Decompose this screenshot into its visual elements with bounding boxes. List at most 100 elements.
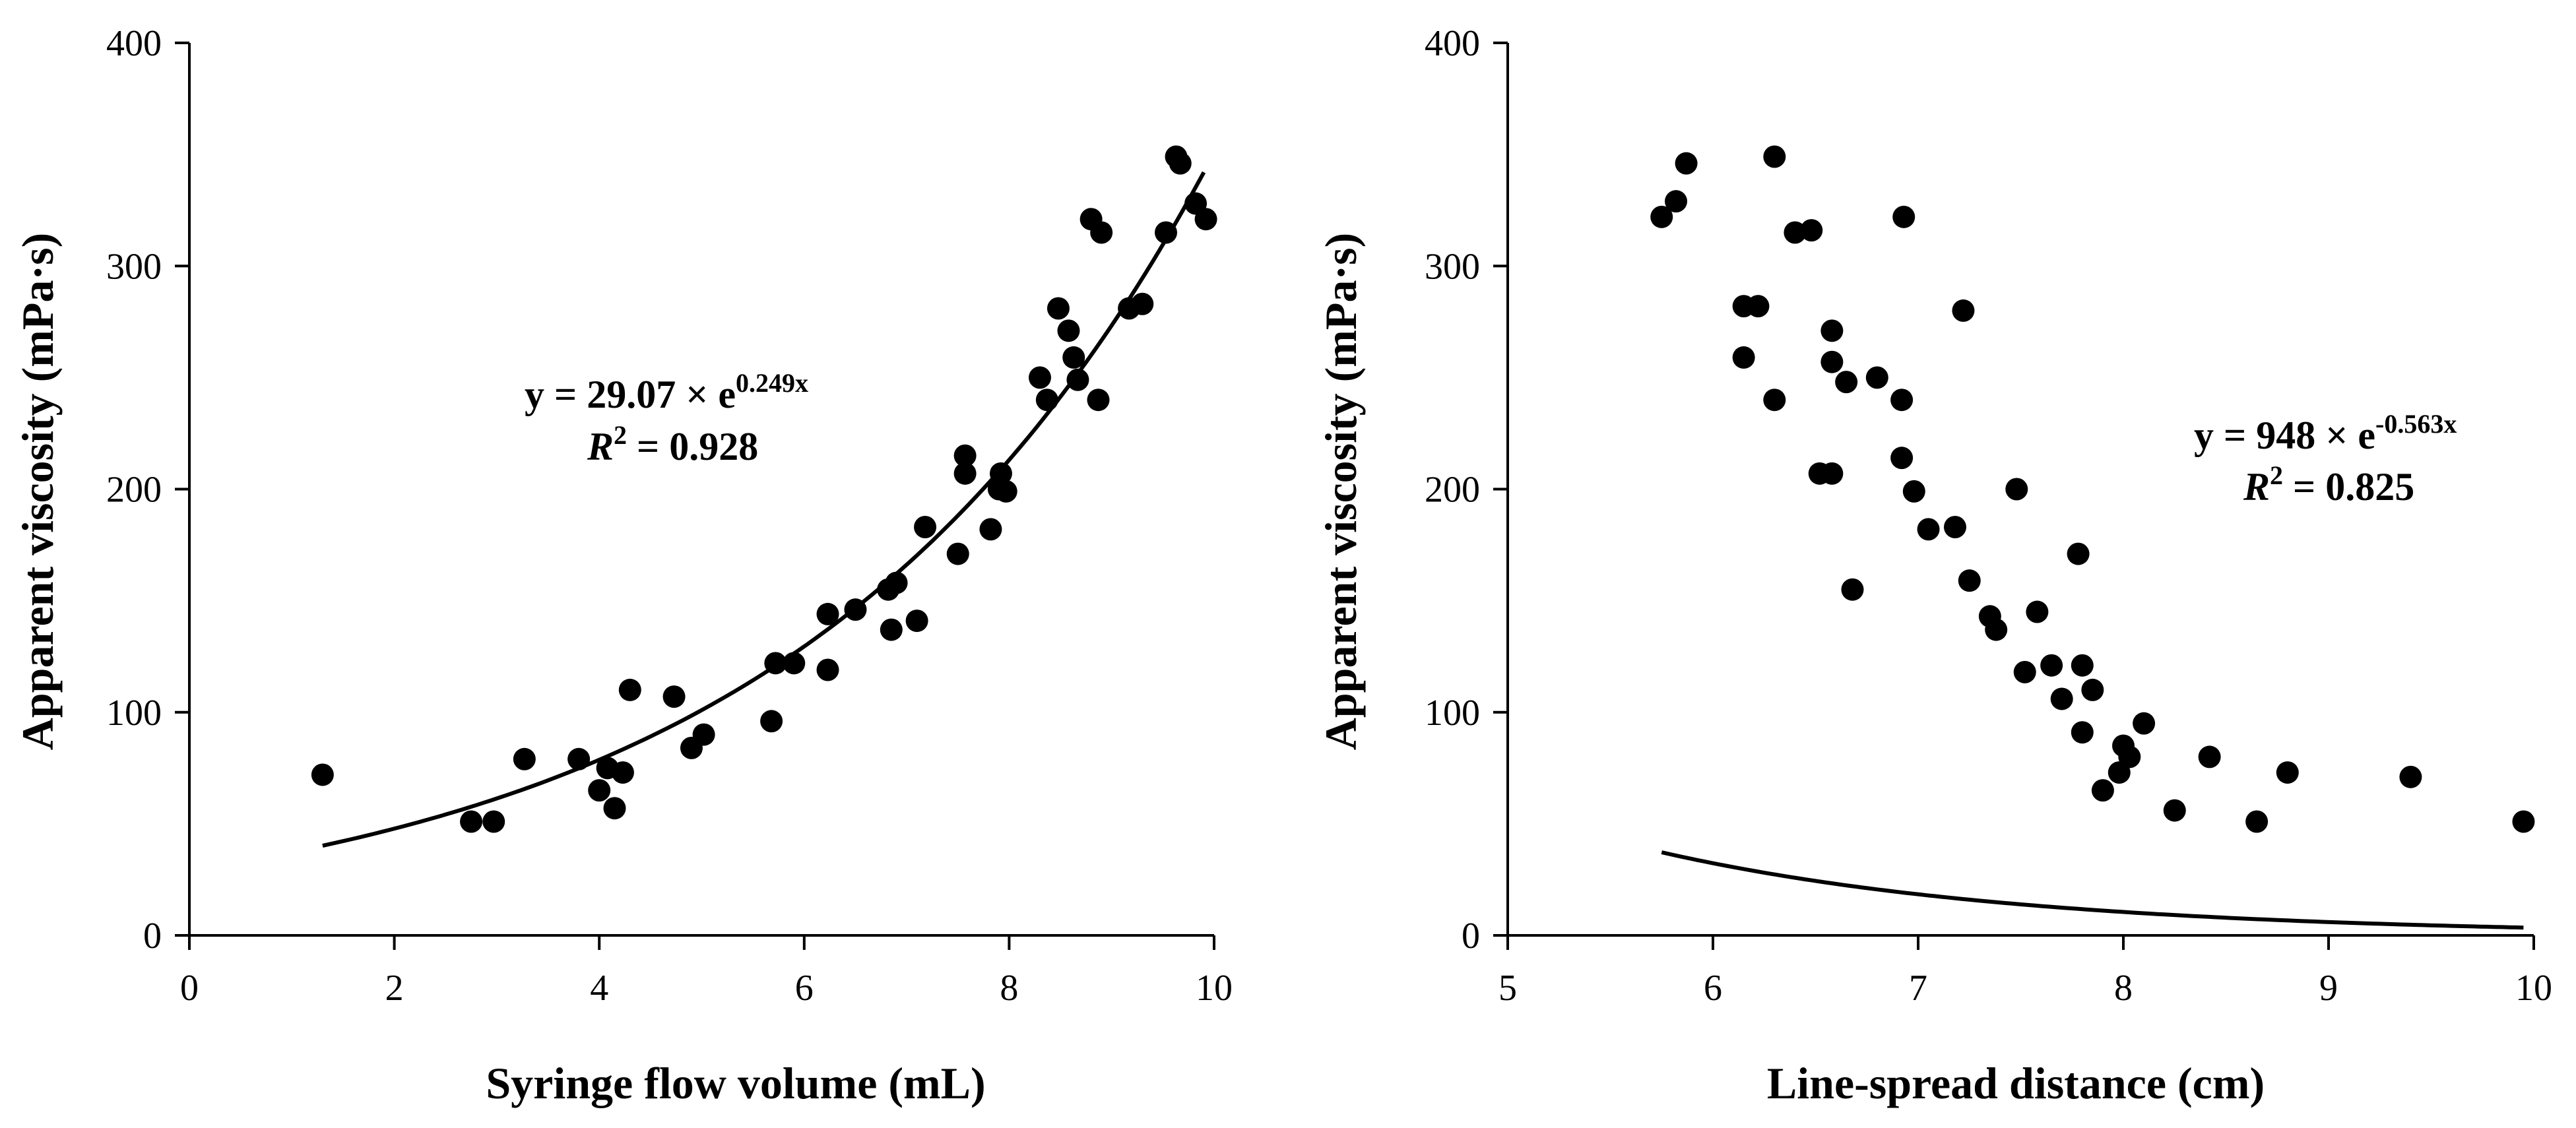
left-y-tick-label: 0 bbox=[143, 916, 162, 956]
left-r2-value: = 0.928 bbox=[627, 425, 758, 468]
left-data-point bbox=[482, 810, 505, 833]
right-data-point bbox=[1985, 618, 2008, 641]
left-data-point bbox=[662, 685, 686, 708]
left-fit-equation: y = 29.07 × e0.249x bbox=[525, 368, 808, 416]
right-x-tick-label: 7 bbox=[1909, 968, 1927, 1009]
right-data-point bbox=[2198, 745, 2221, 768]
left-y-tick-label: 100 bbox=[106, 693, 162, 734]
right-data-point bbox=[2071, 721, 2094, 744]
left-data-point bbox=[1155, 221, 1178, 244]
right-data-point bbox=[1747, 295, 1770, 318]
right-data-point bbox=[2081, 678, 2104, 701]
left-data-point bbox=[994, 480, 1017, 503]
right-data-point bbox=[1784, 221, 1807, 244]
left-data-point bbox=[1194, 208, 1217, 231]
right-equation-exponent: -0.563x bbox=[2375, 409, 2457, 439]
right-axes: 0 100 200 300 400 5 6 7 8 9 10 bbox=[1425, 23, 2552, 1009]
right-data-point bbox=[1665, 190, 1688, 213]
right-data-point bbox=[2040, 654, 2063, 677]
right-data-point bbox=[2026, 600, 2049, 623]
right-data-point bbox=[2013, 660, 2036, 683]
left-data-point bbox=[603, 797, 626, 820]
left-data-point bbox=[989, 462, 1012, 485]
right-y-tick-label: 200 bbox=[1425, 470, 1480, 511]
left-fit-curve-group bbox=[322, 171, 1206, 848]
right-x-tick-label: 8 bbox=[2114, 968, 2133, 1009]
right-y-axis-title: Apparent viscosity (mPa·s) bbox=[1316, 233, 1366, 751]
right-data-point bbox=[1952, 299, 1975, 322]
right-r2-superscript: 2 bbox=[2270, 460, 2283, 490]
right-data-point bbox=[2050, 687, 2073, 710]
right-x-tick-label: 10 bbox=[2515, 968, 2552, 1009]
left-data-point bbox=[816, 658, 839, 681]
right-x-tick-label: 5 bbox=[1498, 968, 1517, 1009]
right-data-point bbox=[2118, 745, 2141, 768]
right-data-point bbox=[1917, 518, 1940, 541]
right-fit-curve bbox=[1661, 850, 2524, 930]
left-data-point bbox=[588, 779, 611, 802]
left-axes: 0 100 200 300 400 0 2 4 6 8 10 bbox=[106, 23, 1233, 1009]
left-data-point bbox=[1169, 152, 1192, 175]
right-data-point bbox=[2512, 810, 2535, 833]
left-data-point bbox=[783, 652, 806, 675]
left-data-point bbox=[1090, 221, 1113, 244]
right-y-tick-label: 100 bbox=[1425, 693, 1480, 734]
right-data-point bbox=[1800, 219, 1823, 242]
left-y-axis-title: Apparent viscosity (mPa·s) bbox=[13, 233, 63, 751]
left-r-squared: R2 = 0.928 bbox=[587, 420, 758, 468]
right-y-tick-label: 300 bbox=[1425, 246, 1480, 287]
right-fit-equation: y = 948 × e-0.563x bbox=[2194, 409, 2457, 457]
left-data-point bbox=[979, 518, 1002, 541]
right-data-point bbox=[2399, 765, 2422, 788]
right-data-point bbox=[2005, 478, 2028, 501]
left-x-tick-label: 8 bbox=[1000, 968, 1018, 1009]
left-r2-superscript: 2 bbox=[614, 420, 627, 450]
right-y-tick-label: 0 bbox=[1462, 916, 1480, 956]
left-data-point bbox=[914, 516, 937, 539]
left-data-point bbox=[692, 723, 715, 746]
left-data-point bbox=[905, 610, 928, 633]
left-data-point bbox=[953, 444, 977, 467]
left-data-point bbox=[618, 678, 641, 701]
right-data-point bbox=[1841, 578, 1864, 601]
left-fit-curve bbox=[322, 171, 1206, 848]
right-y-tick-label: 400 bbox=[1425, 23, 1480, 64]
left-data-point bbox=[1057, 319, 1080, 342]
right-data-point bbox=[1763, 145, 1786, 168]
left-data-point bbox=[885, 571, 908, 594]
right-data-point bbox=[1865, 366, 1888, 389]
right-data-point bbox=[2067, 542, 2090, 565]
right-data-point bbox=[1943, 516, 1966, 539]
left-data-point bbox=[611, 761, 634, 784]
right-data-point bbox=[1890, 447, 1914, 470]
right-equation-base: y = 948 × e bbox=[2194, 414, 2375, 457]
left-data-point bbox=[953, 462, 977, 485]
right-data-point bbox=[1958, 569, 1981, 592]
right-data-point bbox=[1835, 371, 1858, 394]
left-data-point bbox=[1028, 366, 1051, 389]
left-data-point bbox=[816, 602, 839, 625]
right-fit-curve-group bbox=[1661, 850, 2524, 930]
left-x-axis-title: Syringe flow volume (mL) bbox=[486, 1058, 985, 1108]
right-data-point bbox=[1820, 462, 1844, 485]
right-data-point bbox=[2245, 810, 2269, 833]
left-equation-exponent: 0.249x bbox=[736, 368, 808, 398]
left-data-point bbox=[513, 747, 536, 770]
right-data-point bbox=[2071, 654, 2094, 677]
right-data-point bbox=[2133, 712, 2156, 735]
left-y-tick-label: 200 bbox=[106, 470, 162, 511]
right-data-point bbox=[1675, 152, 1698, 175]
right-data-point bbox=[1890, 389, 1914, 412]
right-data-point bbox=[2091, 779, 2114, 802]
left-data-point bbox=[1087, 389, 1110, 412]
left-equation-base: y = 29.07 × e bbox=[525, 373, 736, 416]
right-data-point bbox=[1820, 350, 1844, 373]
left-data-point bbox=[844, 598, 867, 621]
right-data-point bbox=[1732, 346, 1755, 369]
left-data-point bbox=[1035, 389, 1058, 412]
right-r2-value: = 0.825 bbox=[2283, 465, 2414, 509]
right-chart-panel: 0 100 200 300 400 5 6 7 8 9 10 Line-spread distanc… bbox=[1316, 23, 2552, 1108]
left-data-point bbox=[1046, 297, 1070, 320]
